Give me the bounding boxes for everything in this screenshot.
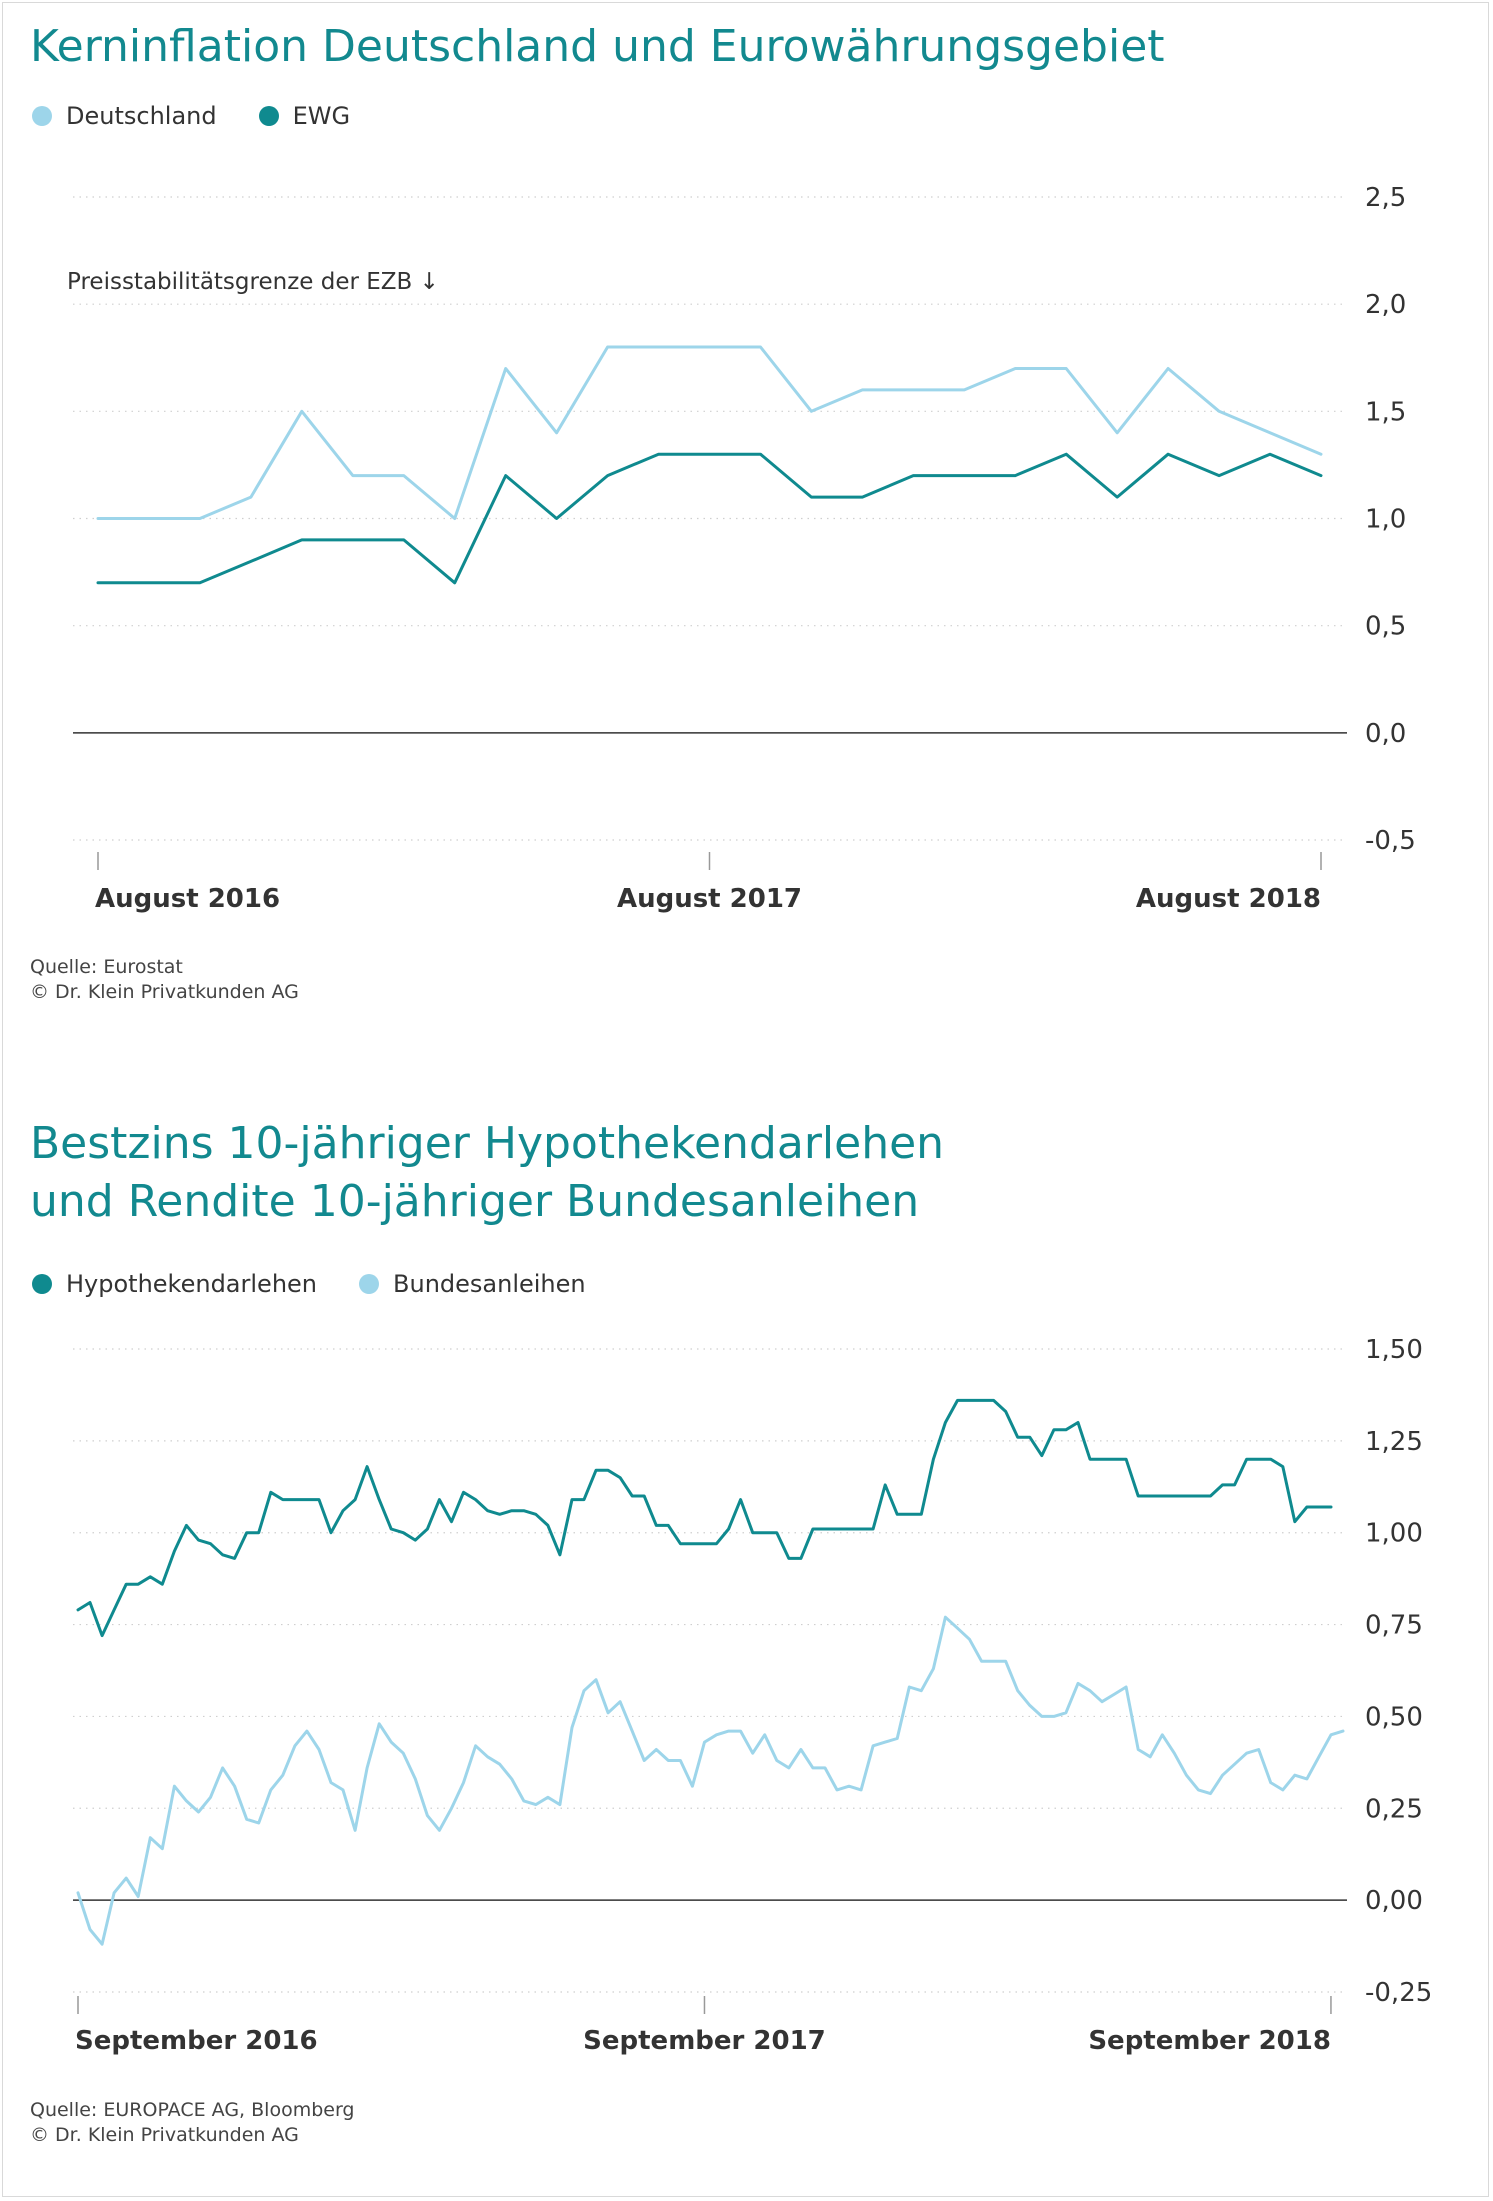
legend-dot-icon: [258, 106, 279, 126]
y-tick-label: 2,5: [1365, 183, 1406, 213]
y-tick-label: 0,75: [1365, 1611, 1423, 1641]
chart1-title-text: Kerninflation Deutschland und Eurowährun…: [30, 21, 1165, 72]
y-tick-label: 1,50: [1365, 1335, 1423, 1365]
y-tick-label: 0,0: [1365, 719, 1406, 749]
x-tick-label: August 2018: [1136, 884, 1321, 914]
chart2-plot: 1,50 1,25 1,00 0,75 0,50 0,25 0,00 -0,25 Septemb…: [73, 1335, 1432, 2056]
series-line-deutschland: [96, 345, 1323, 520]
y-tick-label: 1,5: [1365, 397, 1406, 427]
source-text: Quelle: EUROPACE AG, Bloomberg: [30, 2099, 355, 2121]
chart1-legend: Deutschland EWG: [32, 102, 392, 130]
legend-label: Bundesanleihen: [393, 1270, 586, 1298]
chart2-title: Bestzins 10-jähriger Hypothekendarlehen …: [30, 1115, 944, 1231]
chart1-title: Kerninflation Deutschland und Eurowährun…: [30, 18, 1165, 76]
y-tick-label: 0,5: [1365, 612, 1406, 642]
series-line-hypothekendarlehen: [76, 1398, 1333, 1638]
legend-label: Deutschland: [66, 102, 217, 130]
chart1-plot: 2,5 2,0 1,5 1,0 0,5 0,0 -0,5 August 2016 August …: [67, 183, 1416, 914]
legend-item-ewg: EWG: [258, 102, 351, 130]
chart1-source: Quelle: Eurostat © Dr. Klein Privatkunde…: [30, 955, 299, 1005]
chart2-title-line1: Bestzins 10-jähriger Hypothekendarlehen: [30, 1118, 945, 1169]
chart2-title-line2: und Rendite 10-jähriger Bundesanleihen: [30, 1176, 920, 1227]
legend-label: EWG: [292, 102, 351, 130]
chart2-legend: Hypothekendarlehen Bundesanleihen: [32, 1270, 628, 1298]
y-tick-label: 1,25: [1365, 1427, 1423, 1457]
source-text: Quelle: Eurostat: [30, 956, 183, 978]
y-tick-label: 1,00: [1365, 1519, 1423, 1549]
legend-item-bundesanleihen: Bundesanleihen: [359, 1270, 586, 1298]
legend-dot-icon: [32, 1274, 52, 1294]
y-tick-label: -0,25: [1365, 1978, 1432, 2008]
x-tick-label: August 2016: [95, 884, 280, 914]
x-tick-label: August 2017: [617, 884, 802, 914]
y-tick-label: 0,25: [1365, 1794, 1423, 1824]
chart2-source: Quelle: EUROPACE AG, Bloomberg © Dr. Kle…: [30, 2098, 354, 2148]
legend-item-hypothekendarlehen: Hypothekendarlehen: [32, 1270, 317, 1298]
legend-dot-icon: [359, 1274, 380, 1294]
copyright-text: © Dr. Klein Privatkunden AG: [30, 981, 299, 1003]
x-tick-label: September 2016: [75, 2026, 318, 2056]
y-tick-label: 0,50: [1365, 1702, 1423, 1732]
y-tick-label: -0,5: [1365, 826, 1416, 856]
series-line-bundesanleihen: [76, 1615, 1345, 1946]
series-line-ewg: [96, 452, 1323, 585]
legend-dot-icon: [32, 106, 52, 126]
legend-item-deutschland: Deutschland: [32, 102, 217, 130]
x-tick-label: September 2018: [1088, 2026, 1331, 2056]
y-tick-label: 0,00: [1365, 1886, 1423, 1916]
y-tick-label: 2,0: [1365, 290, 1406, 320]
annotation-ezb-limit: Preisstabilitätsgrenze der EZB ↓: [67, 269, 439, 295]
x-tick-label: September 2017: [583, 2026, 826, 2056]
legend-label: Hypothekendarlehen: [66, 1270, 318, 1298]
copyright-text: © Dr. Klein Privatkunden AG: [30, 2124, 299, 2146]
y-tick-label: 1,0: [1365, 505, 1406, 535]
